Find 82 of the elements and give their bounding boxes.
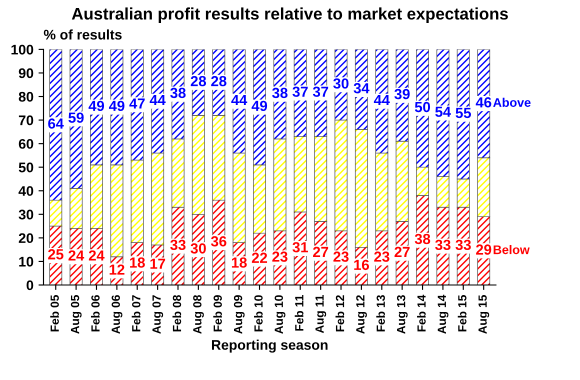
data-label: 29	[476, 244, 492, 255]
data-label: 55	[456, 108, 471, 118]
data-label: 64	[48, 118, 64, 129]
data-label: 27	[394, 246, 410, 257]
data-label: 33	[435, 240, 450, 250]
data-label: 38	[414, 234, 430, 244]
data-label: 59	[68, 112, 84, 123]
y-axis-title: % of results	[44, 29, 122, 40]
data-label: 37	[292, 86, 308, 97]
x-tick-label: Feb 11	[294, 295, 304, 331]
data-label: 18	[232, 257, 247, 268]
data-label: 49	[88, 100, 104, 112]
data-label: 33	[456, 240, 471, 250]
data-label: 23	[374, 251, 390, 262]
x-tick-label: Aug 15	[478, 295, 490, 334]
data-label: 27	[313, 246, 328, 257]
y-tick-label: 90	[18, 68, 34, 78]
x-tick-label: Aug 08	[193, 295, 204, 334]
data-label: 50	[414, 102, 430, 112]
y-tick-label: 40	[18, 186, 34, 196]
data-label: 23	[272, 251, 288, 262]
y-tick-label: 50	[18, 162, 34, 172]
data-label: 37	[312, 86, 328, 97]
data-label: 44	[231, 94, 248, 106]
series-label: Below	[494, 245, 530, 254]
y-tick-label: 20	[18, 233, 34, 244]
x-tick-label: Feb 08	[172, 295, 182, 332]
x-tick-label: Feb 12	[336, 295, 344, 332]
x-tick-label: Aug 14	[438, 294, 448, 334]
y-tick-label: 60	[18, 138, 34, 149]
data-label: 25	[48, 249, 64, 260]
y-tick-label: 70	[18, 115, 34, 126]
data-label: 22	[252, 252, 268, 263]
x-tick-label: Aug 11	[316, 295, 326, 334]
data-label: 24	[68, 250, 84, 260]
data-label: 49	[108, 100, 124, 112]
chart-title: Australian profit results relative to market expectations	[72, 7, 508, 23]
data-label: 33	[170, 240, 186, 250]
data-label: 44	[150, 94, 166, 106]
data-label: 24	[88, 250, 105, 260]
y-tick-label: 100	[11, 44, 34, 55]
x-tick-label: Feb 09	[213, 295, 222, 332]
x-tick-label: Feb 15	[458, 295, 466, 332]
x-tick-label: Feb 07	[132, 295, 140, 332]
data-label: 28	[211, 76, 226, 86]
x-tick-label: Aug 06	[112, 295, 122, 334]
data-label: 39	[394, 88, 410, 100]
data-label: 46	[476, 97, 492, 108]
data-label: 18	[130, 257, 145, 268]
data-label: 36	[210, 236, 226, 247]
x-tick-label: Feb 05	[50, 295, 59, 332]
data-label: 49	[252, 100, 268, 112]
data-label: 17	[150, 258, 166, 269]
x-tick-label: Aug 12	[356, 295, 367, 334]
x-tick-label: Aug 07	[152, 295, 164, 334]
x-tick-label: Aug 09	[234, 295, 245, 334]
data-label: 30	[333, 78, 349, 89]
data-label: 34	[354, 83, 370, 94]
x-tick-label: Aug 05	[70, 295, 82, 334]
data-label: 12	[110, 264, 124, 275]
data-label: 38	[272, 88, 288, 98]
y-tick-label: 80	[18, 92, 34, 102]
data-label: 31	[292, 242, 308, 252]
x-tick-label: Feb 14	[417, 294, 426, 332]
x-tick-label: Feb 06	[90, 295, 100, 332]
data-label: 28	[190, 76, 206, 86]
x-tick-label: Aug 13	[396, 295, 408, 334]
data-label: 16	[354, 260, 369, 270]
y-tick-label: 30	[18, 210, 34, 220]
y-tick-label: 10	[19, 256, 34, 267]
data-label: 44	[374, 94, 390, 106]
data-label: 54	[435, 106, 451, 117]
data-label: 47	[129, 98, 145, 109]
data-label: 23	[333, 251, 349, 262]
series-label: Above	[493, 98, 531, 107]
x-axis-title: Reporting season	[212, 340, 328, 353]
x-tick-label: Feb 13	[376, 295, 385, 332]
x-tick-label: Aug 10	[274, 295, 286, 334]
data-label: 38	[170, 88, 186, 98]
data-label: 30	[190, 243, 206, 254]
y-tick-label: 0	[26, 280, 34, 290]
x-tick-label: Feb 10	[254, 295, 263, 332]
